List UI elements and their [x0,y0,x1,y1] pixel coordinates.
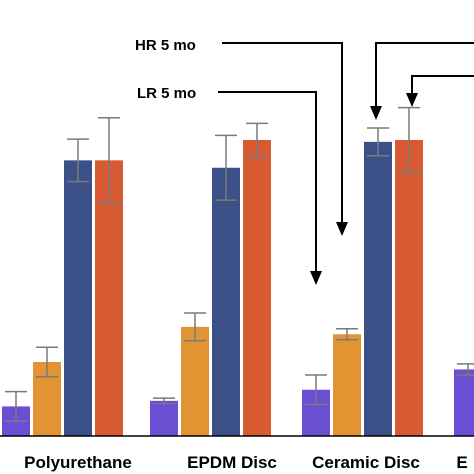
annotation-arrowhead-hr [336,222,348,236]
bar-3-2 [333,334,361,436]
bar-1-4 [95,160,123,436]
x-tick-label-4: E [456,453,467,472]
x-tick-label-2: EPDM Disc [187,453,277,472]
annotation-arrow-lr [218,91,317,275]
error-bars-group [5,106,474,422]
bar-4-1 [454,369,474,436]
annotation-arrowhead-series4 [406,93,418,107]
annotation-hr: HR 5 mo [135,37,348,236]
annotation-arrow-hr [222,42,343,226]
error-bar-4-1 [457,363,474,376]
error-bar-2-2 [184,312,206,342]
bar-2-3 [212,167,240,436]
error-bar-2-4 [246,122,268,158]
error-bar-3-1 [305,374,327,406]
annotation-arrowhead-lr [310,271,322,285]
annotation-arrowhead-series3 [370,106,382,120]
error-bar-1-2 [36,346,58,378]
annotation-lr: LR 5 mo [137,85,322,285]
bar-2-1 [150,400,178,436]
x-tick-label-1: Polyurethane [24,453,132,472]
bar-3-3 [364,141,392,436]
error-bar-3-2 [336,327,358,341]
error-bar-3-3 [367,127,389,157]
error-bar-1-1 [5,390,27,422]
annotation-arrow-to-series3 [370,42,474,120]
error-bar-1-4 [98,117,120,204]
error-bar-1-3 [67,138,89,183]
x-tick-labels: Polyurethane EPDM Disc Ceramic Disc E [24,453,468,472]
annotation-label-lr: LR 5 mo [137,85,196,102]
annotation-arrow-series3 [375,42,474,110]
error-bar-2-3 [215,134,237,201]
annotation-label-hr: HR 5 mo [135,37,196,54]
bars-group [2,140,474,436]
bar-1-3 [64,160,92,436]
error-bar-3-4 [398,106,420,174]
annotation-arrow-to-series4 [406,75,474,107]
x-tick-label-3: Ceramic Disc [312,453,420,472]
bar-2-4 [243,140,271,436]
bar-2-2 [181,326,209,436]
bar-3-4 [395,140,423,436]
error-bar-2-1 [153,397,175,405]
annotation-arrow-series4 [411,75,474,97]
